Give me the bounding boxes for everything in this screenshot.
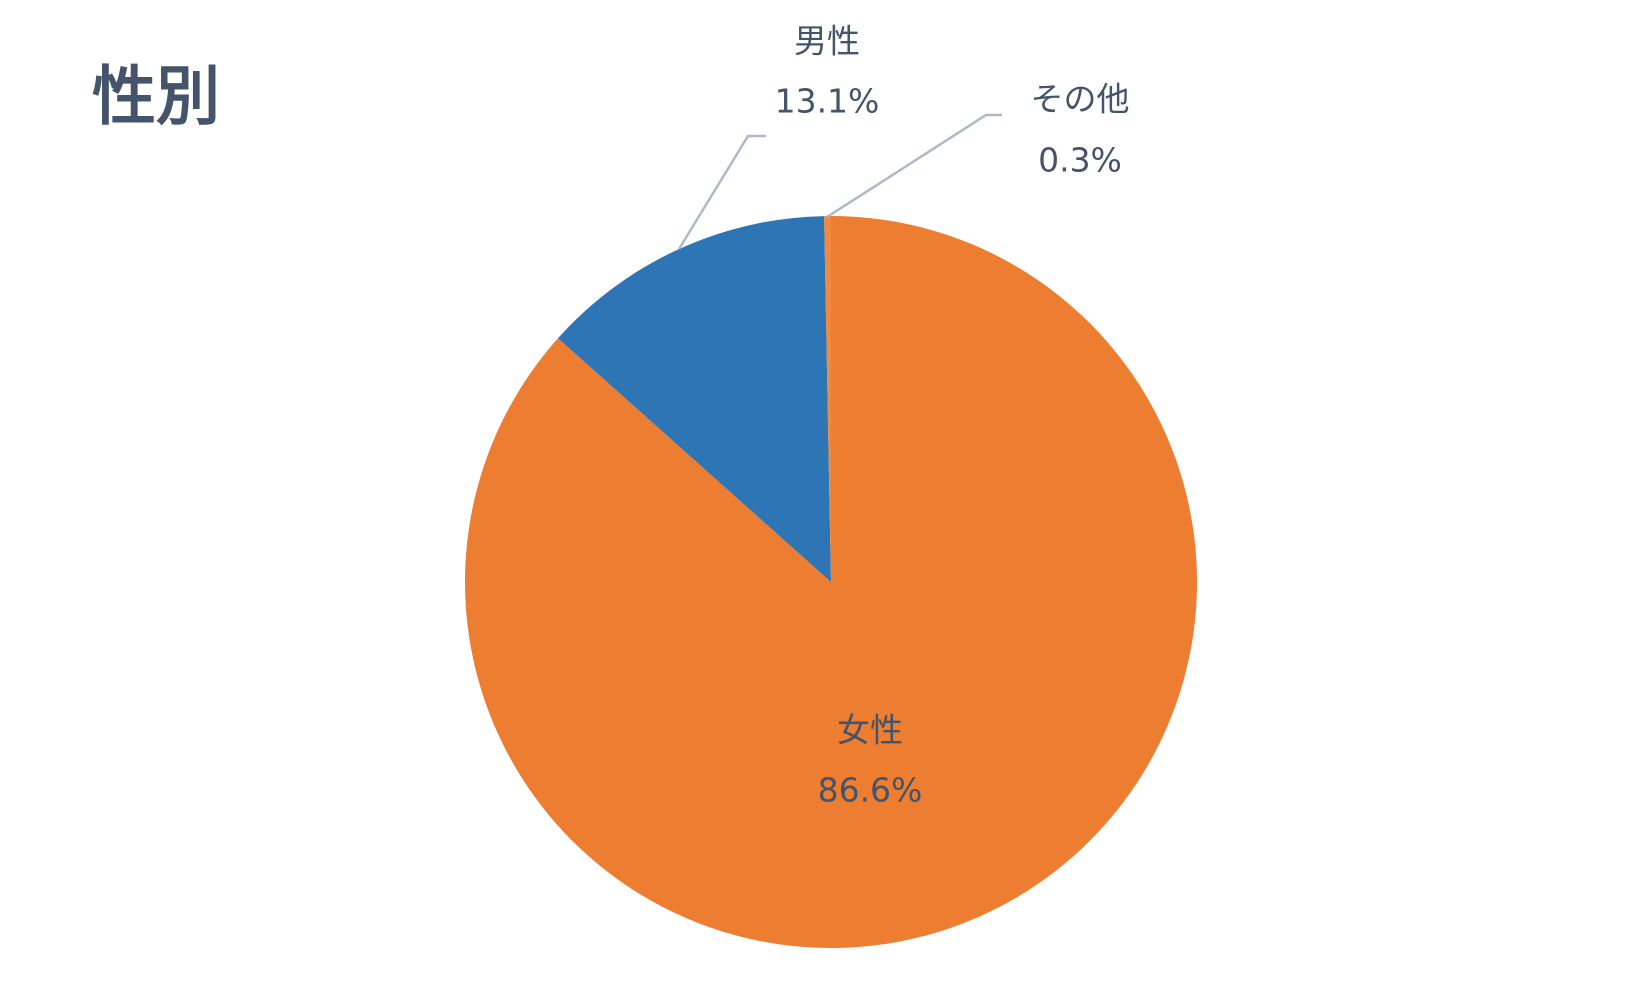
value-label: 86.6% [818, 771, 923, 810]
chart-title: 性別 [92, 61, 220, 135]
leader-line [826, 113, 1002, 219]
value-label: 13.1% [775, 82, 880, 121]
value-label: 0.3% [1038, 141, 1122, 180]
pie [464, 216, 1197, 948]
pie-slice [557, 216, 831, 583]
leader-line [677, 134, 766, 250]
labels: 女性 86.6% 男性 13.1% その他 0.3% [775, 22, 1130, 810]
pie-slice [824, 216, 831, 582]
slice-name: その他 [1031, 80, 1130, 119]
slice-name: 男性 [794, 22, 860, 61]
slice-name: 女性 [837, 711, 903, 750]
